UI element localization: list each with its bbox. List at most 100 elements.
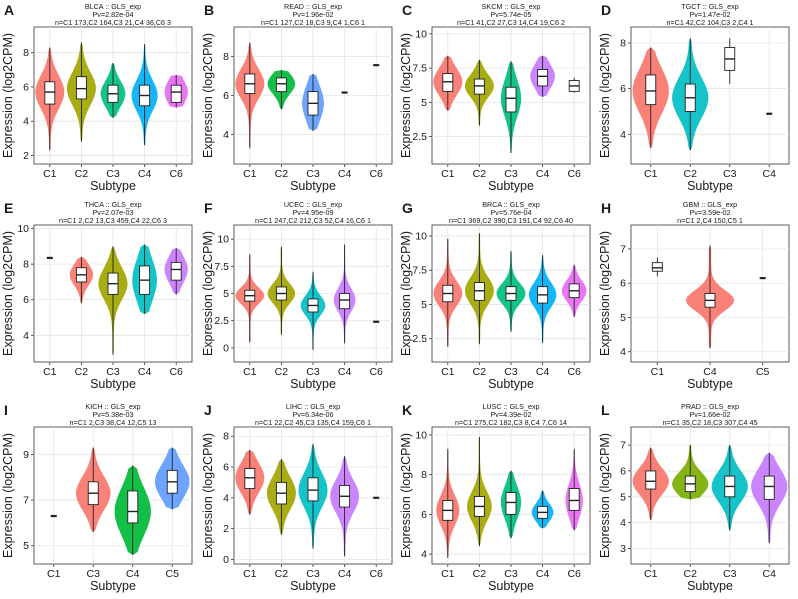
y-tick-label: 10 bbox=[415, 28, 427, 40]
x-tick-label: C3 bbox=[504, 168, 518, 180]
y-tick-label: 0 bbox=[223, 554, 229, 566]
y-tick-label: 6 bbox=[620, 83, 626, 95]
x-tick-label: C4 bbox=[138, 366, 152, 378]
y-axis-label: Expression (log2CPM) bbox=[1, 231, 15, 356]
x-tick-label: C6 bbox=[567, 366, 581, 378]
panel-title-line: n=C1 369,C2 390,C3 191,C4 92,C6 40 bbox=[449, 216, 573, 225]
y-tick-label: 5 bbox=[620, 491, 626, 503]
x-tick-label: C6 bbox=[169, 168, 183, 180]
box-iqr bbox=[170, 84, 182, 103]
x-axis-label: Subtype bbox=[290, 179, 336, 193]
y-tick-label: 7.5 bbox=[412, 265, 427, 277]
panel-letter: K bbox=[402, 402, 412, 418]
x-tick-label: C4 bbox=[763, 168, 777, 180]
y-tick-label: 2 bbox=[223, 523, 229, 535]
y-tick-label: 7 bbox=[23, 495, 29, 507]
x-axis-label: Subtype bbox=[687, 179, 733, 193]
x-axis-label: Subtype bbox=[488, 579, 534, 593]
y-tick-label: 6 bbox=[223, 90, 229, 102]
panel-title-line: n=C1 2,C3 38,C4 12,C5 13 bbox=[70, 418, 157, 427]
x-tick-label: C1 bbox=[43, 168, 57, 180]
y-tick-label: 5 bbox=[421, 97, 427, 109]
box-iqr bbox=[505, 86, 517, 113]
x-tick-label: C1 bbox=[243, 568, 257, 580]
x-tick-label: C2 bbox=[684, 568, 698, 580]
y-tick-label: 2 bbox=[23, 150, 29, 162]
panel-title-line: n=C1 22,C2 45,C3 135,C4 159,C6 1 bbox=[255, 418, 371, 427]
x-tick-label: C2 bbox=[275, 366, 289, 378]
x-tick-label: C1 bbox=[644, 168, 658, 180]
y-tick-label: 7.5 bbox=[412, 63, 427, 75]
y-axis-label: Expression (log2CPM) bbox=[399, 231, 413, 356]
panel-letter: D bbox=[601, 2, 611, 18]
y-tick-label: 6 bbox=[23, 294, 29, 306]
x-tick-label: C1 bbox=[243, 366, 257, 378]
panel-title-line: Pv=6.34e-06 bbox=[293, 410, 334, 419]
y-tick-label: 3 bbox=[620, 543, 626, 555]
box-iqr bbox=[44, 81, 56, 105]
x-tick-label: C6 bbox=[169, 366, 183, 378]
y-tick-label: 5 bbox=[620, 312, 626, 324]
x-tick-label: C1 bbox=[243, 168, 257, 180]
y-tick-label: 6 bbox=[223, 462, 229, 474]
panel-title-line: TGCT :: GLS_exp bbox=[681, 2, 738, 11]
y-tick-label: 10 bbox=[415, 429, 427, 441]
x-tick-label: C6 bbox=[567, 568, 581, 580]
x-tick-label: C1 bbox=[47, 568, 61, 580]
panel-title-line: Pv=2.82e-04 bbox=[93, 10, 134, 19]
panel-letter: B bbox=[204, 2, 214, 18]
x-axis-label: Subtype bbox=[290, 579, 336, 593]
y-axis-label: Expression (log2CPM) bbox=[201, 433, 215, 558]
x-tick-label: C4 bbox=[703, 366, 717, 378]
y-tick-label: 4 bbox=[620, 346, 626, 358]
panel-title-line: n=C1 35,C2 18,C3 307,C4 45 bbox=[663, 418, 758, 427]
x-tick-label: C2 bbox=[473, 366, 487, 378]
x-axis-label: Subtype bbox=[488, 377, 534, 391]
y-axis-label: Expression (log2CPM) bbox=[399, 433, 413, 558]
x-tick-label: C1 bbox=[651, 366, 665, 378]
panel-title-line: Pv=4.39e-02 bbox=[491, 410, 532, 419]
y-tick-label: 5 bbox=[223, 288, 229, 300]
box-iqr bbox=[651, 262, 663, 272]
x-tick-label: C2 bbox=[473, 568, 487, 580]
y-tick-label: 10 bbox=[415, 230, 427, 242]
y-tick-label: 8 bbox=[23, 259, 29, 271]
panel-title-line: GBM :: GLS_exp bbox=[683, 200, 737, 209]
y-axis-label: Expression (log2CPM) bbox=[201, 231, 215, 356]
box-iqr bbox=[127, 490, 139, 524]
x-axis-label: Subtype bbox=[290, 377, 336, 391]
box-iqr bbox=[568, 488, 580, 511]
box-iqr bbox=[244, 468, 256, 490]
x-tick-label: C1 bbox=[441, 168, 455, 180]
x-tick-label: C1 bbox=[441, 568, 455, 580]
x-tick-label: C2 bbox=[684, 168, 698, 180]
x-tick-label: C6 bbox=[369, 568, 383, 580]
y-tick-label: 6 bbox=[620, 465, 626, 477]
panel-title-line: LIHC :: GLS_exp bbox=[286, 402, 340, 411]
y-tick-label: 4 bbox=[23, 116, 29, 128]
x-tick-label: C1 bbox=[644, 568, 658, 580]
panel-letter: F bbox=[204, 200, 213, 216]
x-axis-label: Subtype bbox=[687, 377, 733, 391]
panel-title-line: PRAD :: GLS_exp bbox=[681, 402, 739, 411]
x-axis-label: Subtype bbox=[488, 179, 534, 193]
plot-frame bbox=[33, 426, 193, 565]
box-iqr bbox=[645, 74, 657, 106]
y-tick-label: 4 bbox=[23, 330, 29, 342]
x-tick-label: C4 bbox=[126, 568, 140, 580]
panel-title-line: n=C1 173,C2 164,C3 21,C4 36,C6 3 bbox=[55, 18, 171, 27]
x-tick-label: C3 bbox=[723, 168, 737, 180]
y-tick-label: 4 bbox=[223, 129, 229, 141]
panel-title-line: Pv=2.07e-03 bbox=[93, 208, 134, 217]
x-tick-label: C4 bbox=[763, 568, 777, 580]
x-tick-label: C2 bbox=[473, 168, 487, 180]
x-axis-label: Subtype bbox=[687, 579, 733, 593]
box-iqr bbox=[170, 261, 182, 281]
y-tick-label: 4 bbox=[620, 517, 626, 529]
